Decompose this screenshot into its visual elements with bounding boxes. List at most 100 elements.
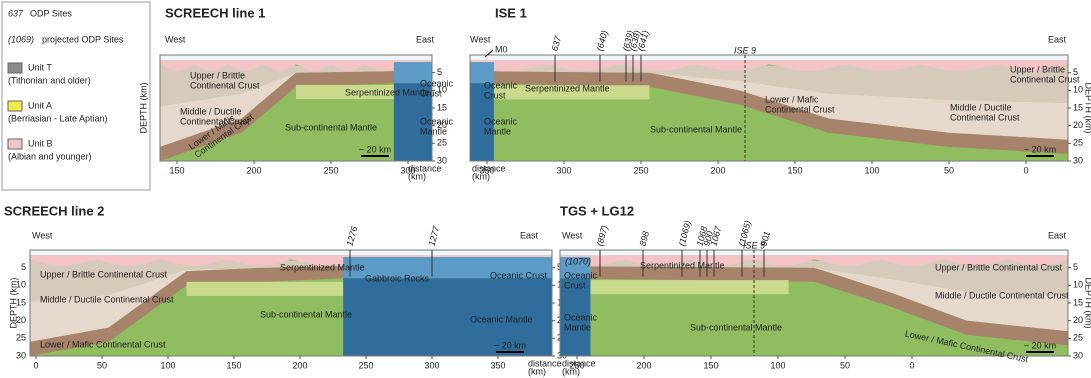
legend-unit-age: (Albian and younger)	[8, 151, 92, 161]
distance-label: distance	[528, 358, 562, 368]
distance-label: (km)	[528, 366, 546, 376]
scale-label: ~ 20 km	[1024, 144, 1056, 154]
unit-label: Middle / Ductile Continental Crust	[935, 290, 1069, 300]
upper-crust	[30, 256, 552, 302]
unit-label: Serpentinized Mantle	[280, 262, 365, 272]
unit-label: Oceanic Mantle	[470, 314, 533, 324]
depth-tick-label: 5	[1073, 67, 1078, 77]
depth-tick-label: 10	[437, 85, 447, 95]
site-label: 1067	[709, 224, 724, 247]
site-label: ISE 9	[743, 240, 765, 250]
distance-tick-label: 0	[909, 360, 914, 370]
depth-tick-label: 20	[1073, 120, 1083, 130]
depth-tick-label: 15	[437, 102, 447, 112]
cross-section	[159, 54, 433, 162]
unit-label: Lower / Mafic	[765, 94, 819, 104]
legend-unit-age: (Tithonian and older)	[8, 75, 91, 85]
distance-tick-label: 50	[944, 165, 954, 175]
distance-tick-label: 350	[479, 165, 494, 175]
depth-tick-label: 25	[16, 333, 26, 343]
middle-crust	[160, 71, 432, 147]
unit-label: Upper / Brittle Continental Crust	[40, 269, 168, 279]
legend-box	[1, 1, 151, 191]
unit-label: Crust	[484, 90, 506, 100]
middle-crust	[470, 71, 1068, 140]
panel-title: ISE 1	[495, 5, 527, 20]
distance-label: (km)	[408, 171, 426, 181]
distance-tick-label: 350	[490, 360, 505, 370]
unit-label: Oceanic	[564, 312, 598, 322]
sea	[30, 250, 552, 256]
depth-tick-label: 10	[1073, 85, 1083, 95]
scale-label: ~ 20 km	[359, 144, 391, 154]
legend-unit-age: (Berriasian - Late Aptian)	[8, 113, 108, 123]
depth-axis-label: DEPTH (km)	[1084, 83, 1091, 134]
legend-unit-name: Unit B	[28, 138, 53, 148]
scale-label: ~ 20 km	[1024, 340, 1056, 350]
legend-swatch	[7, 100, 23, 112]
distance-label: (km)	[472, 171, 490, 181]
legend-site-number: 637	[8, 8, 24, 18]
site-label: 900	[702, 230, 716, 247]
distance-tick-label: 100	[770, 360, 785, 370]
legend-unit-name: Unit T	[28, 62, 52, 72]
unit-label: Oceanic	[420, 78, 454, 88]
unit-label: Continental Crust	[765, 104, 835, 114]
unit-label: Sub-continental Mantle	[260, 309, 352, 319]
east-label: East	[1048, 34, 1067, 44]
unit-label: Oceanic	[420, 116, 454, 126]
sea	[560, 250, 1068, 256]
depth-tick-label: 30	[437, 155, 447, 165]
distance-tick-label: 100	[864, 165, 879, 175]
unit-label: Crust	[420, 88, 442, 98]
oceanic-mantle	[393, 83, 432, 161]
site-label: 1276	[345, 225, 360, 247]
unit-label: Upper / Brittle	[190, 70, 245, 80]
distance-tick-label: 150	[226, 360, 241, 370]
distance-tick-label: 200	[636, 360, 651, 370]
depth-tick-label: 15	[1073, 297, 1083, 307]
cross-section	[559, 249, 1069, 357]
east-label: East	[416, 34, 435, 44]
unit-label: Gabbroic Rocks	[365, 273, 430, 283]
site-label: M0	[495, 44, 508, 54]
depth-tick-label: 5	[437, 67, 442, 77]
legend-unit-name: Unit A	[28, 100, 52, 110]
depth-tick-label: 5	[1073, 262, 1078, 272]
upper-crust	[160, 61, 432, 107]
distance-tick-label: 250	[569, 360, 584, 370]
depth-tick-label: 25	[437, 138, 447, 148]
unit-label: Middle / Ductile Continental Crust	[40, 294, 174, 304]
oceanic-crust	[560, 257, 591, 279]
serpentinized-mantle	[493, 85, 650, 100]
lower-crust	[560, 266, 1068, 346]
distance-tick-label: 150	[787, 165, 802, 175]
upper-crust	[470, 61, 1068, 104]
site-label: 901	[759, 230, 773, 247]
depth-tick-label: 10	[16, 280, 26, 290]
oceanic-crust	[343, 257, 552, 279]
sea	[470, 55, 1068, 61]
depth-tick-label: 15	[1073, 102, 1083, 112]
oceanic-mantle	[560, 278, 591, 356]
legend-swatch	[7, 138, 23, 150]
unit-label: Crust	[564, 280, 586, 290]
unit-label: Oceanic	[484, 116, 518, 126]
legend-projected-label: projected ODP Sites	[42, 34, 124, 44]
depth-axis-label: DEPTH (km)	[138, 83, 148, 134]
west-label: West	[165, 34, 186, 44]
unit-label: Continental Crust	[180, 116, 250, 126]
east-label: East	[520, 230, 539, 240]
upper-crust	[560, 256, 1068, 297]
east-label: East	[1048, 230, 1067, 240]
sediment-unit-b	[470, 60, 1068, 71]
cross-section	[29, 249, 553, 357]
depth-tick-label: 20	[16, 315, 26, 325]
sea	[160, 55, 432, 61]
distance-tick-label: 200	[292, 360, 307, 370]
west-label: West	[470, 34, 491, 44]
unit-label: Middle / Ductile	[950, 102, 1012, 112]
distance-tick-label: 250	[358, 360, 373, 370]
depth-axis-label: DEPTH (km)	[1084, 278, 1091, 329]
depth-tick-label: 15	[16, 297, 26, 307]
